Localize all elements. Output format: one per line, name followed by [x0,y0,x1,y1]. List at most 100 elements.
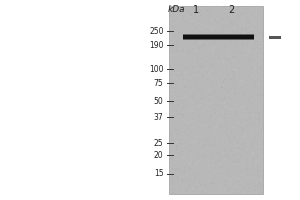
Point [256,147,260,151]
Point [197,6,202,9]
Point [199,187,203,191]
Point [223,58,227,61]
Point [242,166,247,169]
Point [240,144,244,147]
Point [171,156,176,159]
Point [199,37,204,40]
Point [172,35,177,38]
Point [202,61,206,65]
Point [211,71,216,74]
Point [189,170,194,174]
Point [213,25,218,28]
Point [254,160,258,163]
Point [215,15,220,19]
Point [210,170,215,173]
Point [254,128,259,131]
Point [260,42,264,45]
Point [257,115,262,118]
Point [184,79,189,83]
Point [248,77,253,80]
Point [235,12,239,16]
Point [216,83,220,86]
Point [190,74,195,78]
Point [254,9,258,12]
Point [201,109,206,112]
Point [226,29,231,33]
Point [226,190,231,193]
Point [195,82,200,85]
Point [180,128,185,131]
Point [170,161,175,164]
Point [208,162,213,165]
Point [174,41,179,45]
Point [174,167,179,170]
Text: 250: 250 [149,26,164,36]
Point [184,158,188,161]
Point [233,110,238,113]
Point [255,65,260,68]
Point [244,85,249,89]
Point [174,5,178,8]
Point [177,134,182,137]
Point [197,11,202,14]
Point [227,45,232,48]
Point [218,115,223,118]
Point [225,17,230,20]
Point [208,132,213,135]
Point [211,64,216,67]
Point [236,125,240,128]
Point [254,181,259,184]
Point [247,123,252,127]
Point [208,38,213,41]
Point [225,6,230,10]
Point [198,41,203,44]
Point [206,150,211,153]
Point [260,21,265,25]
Point [225,158,230,161]
Point [195,21,200,25]
Point [245,89,250,92]
Point [212,178,217,181]
Point [168,164,173,167]
Point [222,178,227,181]
Point [237,9,242,12]
Point [229,6,234,10]
Point [184,17,188,20]
Point [244,34,249,37]
Point [221,83,226,86]
Point [217,15,222,18]
Point [243,28,248,31]
Point [177,151,182,154]
Point [230,101,235,105]
Point [204,131,209,134]
Point [236,67,241,71]
Point [219,41,224,45]
Point [256,153,261,156]
Point [251,161,256,164]
Point [223,11,228,14]
Point [193,27,198,30]
Point [245,151,250,155]
Point [257,79,262,83]
Point [205,12,209,15]
Point [224,90,228,93]
Point [183,95,188,98]
Point [237,109,242,112]
Point [246,116,251,119]
Point [249,176,254,180]
Point [167,54,172,57]
Point [249,165,254,169]
Point [215,162,220,166]
Point [219,120,224,123]
Point [223,119,228,122]
Point [193,183,198,186]
Point [173,131,178,134]
Point [251,81,256,84]
Point [175,118,180,121]
Point [170,92,175,95]
Point [219,153,224,156]
Point [235,172,240,175]
Text: 75: 75 [154,78,164,88]
Point [239,161,244,164]
Point [177,156,182,159]
